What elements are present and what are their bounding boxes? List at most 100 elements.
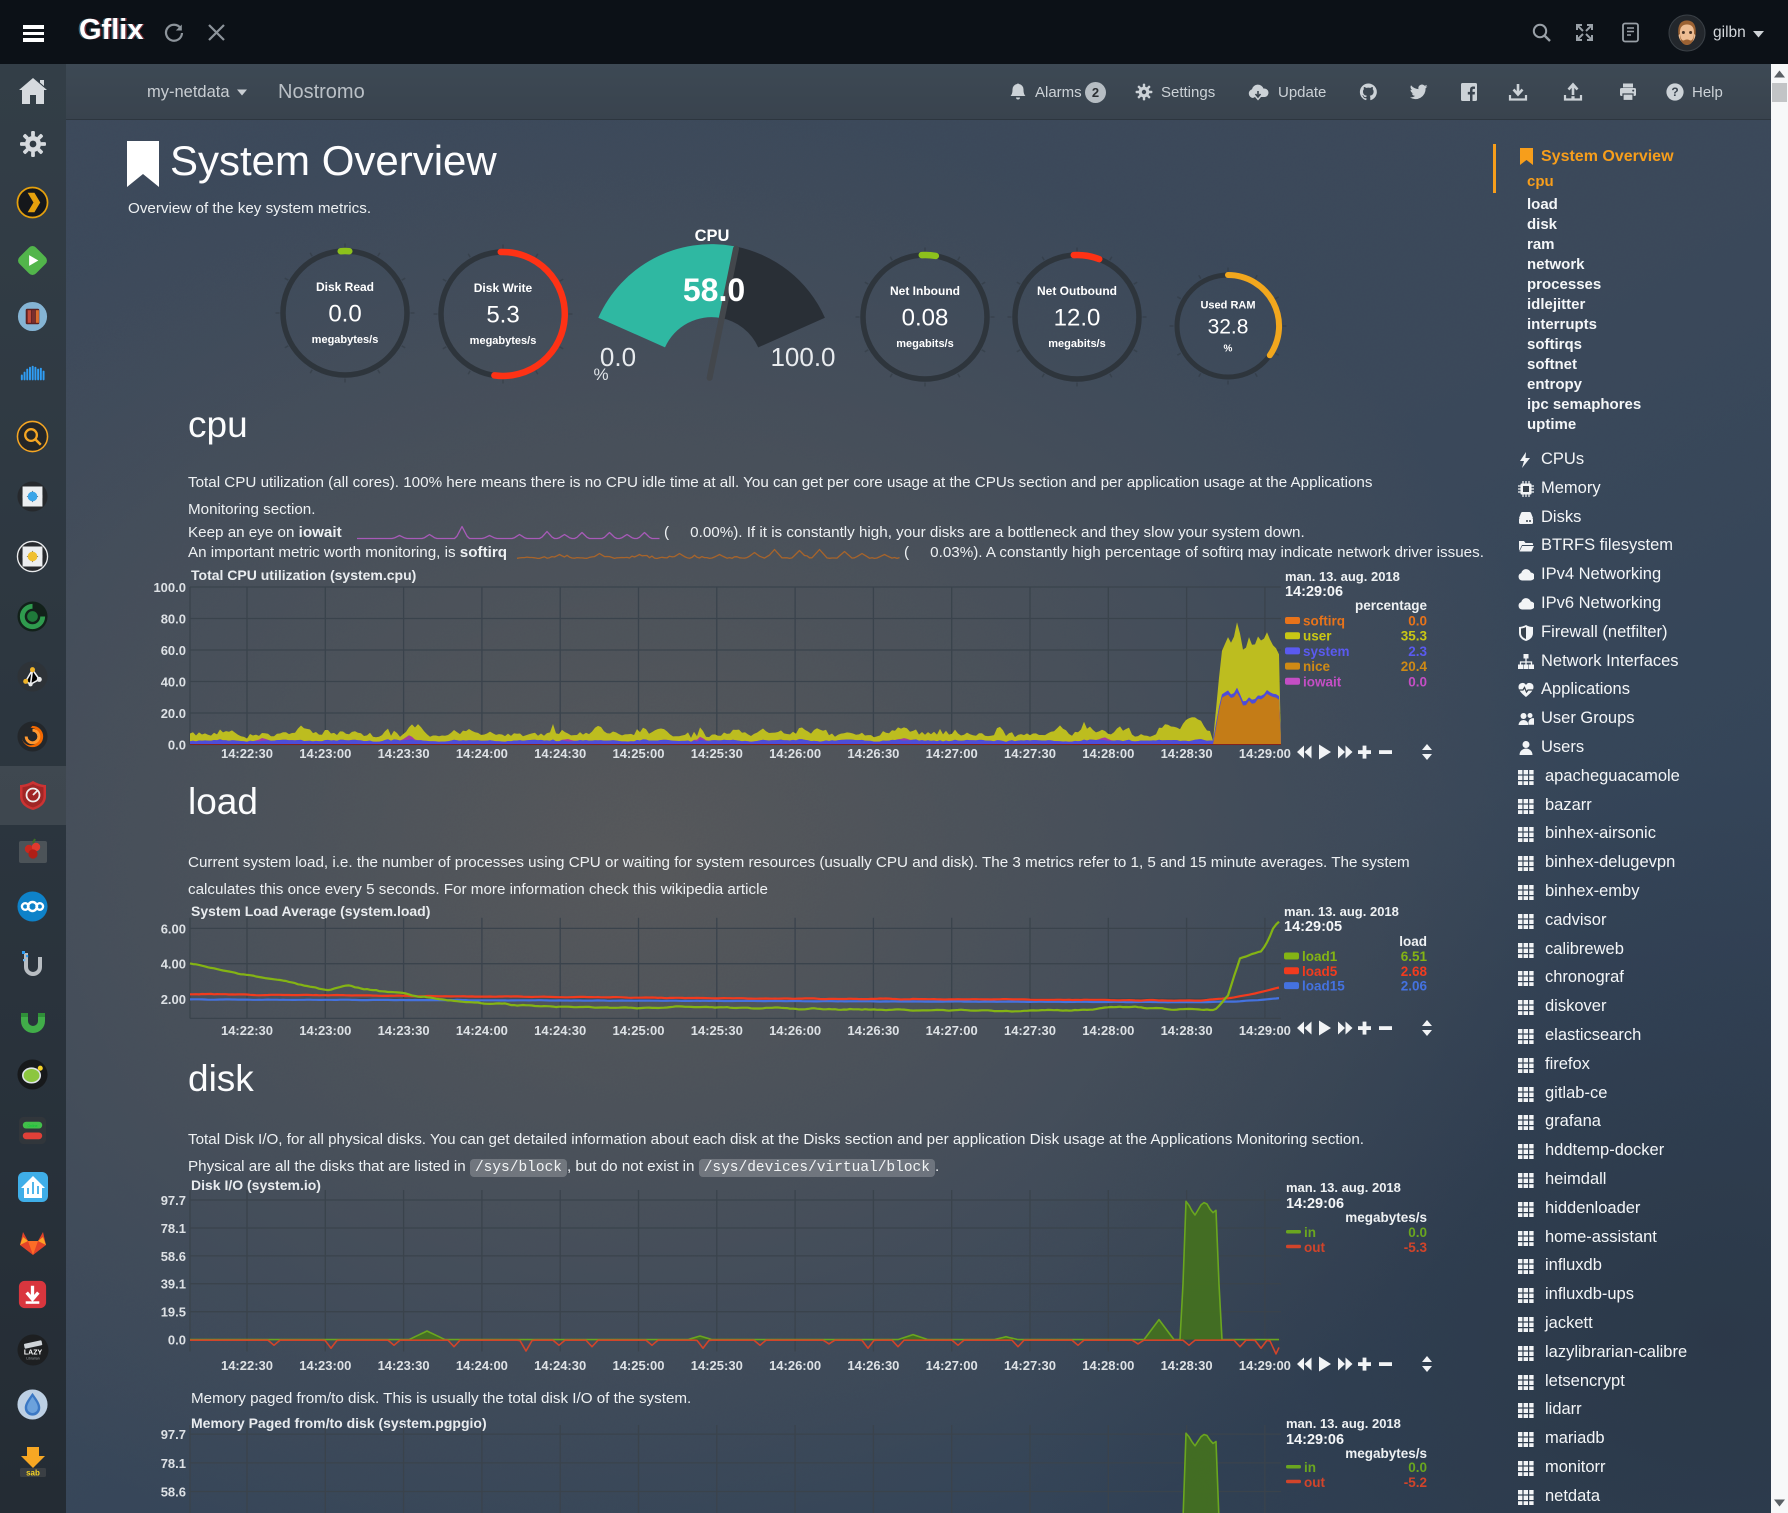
svg-text:14:26:30: 14:26:30: [847, 1023, 899, 1038]
svg-text:14:28:00: 14:28:00: [1082, 1358, 1134, 1373]
svg-text:14:24:30: 14:24:30: [534, 1358, 586, 1373]
svg-text:14:25:30: 14:25:30: [691, 1023, 743, 1038]
svg-text:-5.2: -5.2: [1404, 1475, 1427, 1490]
svg-text:man. 13. aug. 2018: man. 13. aug. 2018: [1286, 1180, 1401, 1195]
svg-text:14:29:05: 14:29:05: [1284, 919, 1342, 935]
svg-text:Online: Online: [27, 1124, 37, 1128]
svg-text:2.68: 2.68: [1401, 964, 1428, 979]
svg-text:man. 13. aug. 2018: man. 13. aug. 2018: [1286, 1416, 1401, 1431]
svg-text:14:27:30: 14:27:30: [1004, 746, 1056, 761]
svg-text:System Load Average (system.lo: System Load Average (system.load): [191, 903, 430, 919]
svg-text:Total CPU utilization (system.: Total CPU utilization (system.cpu): [191, 567, 416, 583]
svg-text:14:29:00: 14:29:00: [1239, 746, 1291, 761]
svg-text:14:22:30: 14:22:30: [221, 1358, 273, 1373]
svg-text:0.0: 0.0: [328, 301, 361, 328]
svg-text:LAZY: LAZY: [24, 1350, 43, 1357]
svg-text:78.1: 78.1: [161, 1456, 186, 1471]
svg-text:in: in: [1304, 1225, 1316, 1240]
svg-text:14:25:30: 14:25:30: [691, 746, 743, 761]
svg-text:softirq: softirq: [1303, 614, 1345, 629]
svg-text:CPU: CPU: [695, 227, 730, 245]
svg-text:out: out: [1304, 1240, 1325, 1255]
svg-text:?: ?: [1671, 85, 1678, 99]
svg-text:load: load: [1399, 934, 1427, 949]
svg-text:14:25:00: 14:25:00: [612, 1023, 664, 1038]
svg-text:14:26:00: 14:26:00: [769, 1023, 821, 1038]
svg-text:sab: sab: [26, 1469, 40, 1478]
svg-text:iowait: iowait: [1303, 674, 1342, 689]
svg-text:nice: nice: [1303, 659, 1331, 674]
svg-text:14:27:30: 14:27:30: [1004, 1023, 1056, 1038]
svg-text:12.0: 12.0: [1054, 305, 1101, 332]
svg-text:2.3: 2.3: [1408, 644, 1427, 659]
svg-text:Disk I/O (system.io): Disk I/O (system.io): [191, 1177, 321, 1193]
svg-text:0.08: 0.08: [902, 305, 949, 332]
svg-text:60.0: 60.0: [161, 643, 186, 658]
svg-text:14:27:00: 14:27:00: [926, 1358, 978, 1373]
svg-text:0.0: 0.0: [168, 738, 186, 753]
svg-text:14:25:00: 14:25:00: [612, 746, 664, 761]
svg-text:0.0: 0.0: [1408, 1460, 1427, 1475]
svg-text:-5.3: -5.3: [1404, 1240, 1428, 1255]
svg-text:14:29:00: 14:29:00: [1239, 1358, 1291, 1373]
svg-text:load15: load15: [1302, 979, 1345, 994]
svg-text:14:24:00: 14:24:00: [456, 1358, 508, 1373]
svg-text:Disk Read: Disk Read: [316, 280, 374, 294]
svg-text:megabytes/s: megabytes/s: [1345, 1210, 1427, 1225]
svg-text:14:23:30: 14:23:30: [378, 1023, 430, 1038]
svg-text:megabytes/s: megabytes/s: [1345, 1446, 1427, 1461]
svg-text:14:27:00: 14:27:00: [926, 1023, 978, 1038]
svg-text:6.00: 6.00: [161, 921, 186, 936]
svg-text:14:23:30: 14:23:30: [378, 746, 430, 761]
svg-text:14:24:30: 14:24:30: [534, 1023, 586, 1038]
svg-text:14:22:30: 14:22:30: [221, 746, 273, 761]
svg-text:Net Inbound: Net Inbound: [890, 284, 960, 298]
svg-text:6.51: 6.51: [1401, 949, 1428, 964]
svg-text:14:27:00: 14:27:00: [926, 746, 978, 761]
svg-text:80.0: 80.0: [161, 612, 186, 627]
svg-text:14:23:00: 14:23:00: [299, 1023, 351, 1038]
svg-text:megabits/s: megabits/s: [1048, 338, 1105, 350]
svg-text:14:28:00: 14:28:00: [1082, 1023, 1134, 1038]
svg-text:19.5: 19.5: [161, 1305, 186, 1320]
svg-text:out: out: [1304, 1475, 1325, 1490]
svg-text:35.3: 35.3: [1401, 629, 1428, 644]
svg-text:percentage: percentage: [1355, 598, 1428, 613]
svg-text:0.0: 0.0: [168, 1333, 186, 1348]
svg-text:megabits/s: megabits/s: [896, 338, 953, 350]
svg-text:14:22:30: 14:22:30: [221, 1023, 273, 1038]
svg-text:%: %: [1224, 343, 1233, 354]
svg-text:20.4: 20.4: [1401, 659, 1428, 674]
svg-text:14:29:00: 14:29:00: [1239, 1023, 1291, 1038]
svg-text:40.0: 40.0: [161, 675, 186, 690]
svg-text:load5: load5: [1302, 964, 1338, 979]
svg-text:14:26:00: 14:26:00: [769, 746, 821, 761]
svg-text:0.0: 0.0: [600, 342, 636, 372]
svg-text:14:25:00: 14:25:00: [612, 1358, 664, 1373]
svg-text:78.1: 78.1: [161, 1221, 186, 1236]
svg-text:14:23:30: 14:23:30: [378, 1358, 430, 1373]
svg-text:14:23:00: 14:23:00: [299, 746, 351, 761]
svg-text:14:24:30: 14:24:30: [534, 746, 586, 761]
svg-text:in: in: [1304, 1460, 1316, 1475]
svg-text:2.06: 2.06: [1401, 979, 1428, 994]
svg-text:5.3: 5.3: [486, 302, 519, 329]
svg-text:0.0: 0.0: [1408, 674, 1427, 689]
svg-text:14:28:30: 14:28:30: [1161, 746, 1213, 761]
svg-text:user: user: [1303, 629, 1332, 644]
svg-text:32.8: 32.8: [1208, 316, 1249, 339]
svg-text:man. 13. aug. 2018: man. 13. aug. 2018: [1284, 904, 1399, 919]
svg-text:100.0: 100.0: [153, 580, 186, 595]
svg-text:14:24:00: 14:24:00: [456, 746, 508, 761]
svg-text:39.1: 39.1: [161, 1277, 186, 1292]
svg-text:14:29:06: 14:29:06: [1285, 584, 1343, 600]
svg-text:Net Outbound: Net Outbound: [1037, 284, 1117, 298]
svg-text:14:28:30: 14:28:30: [1161, 1358, 1213, 1373]
svg-text:2.00: 2.00: [161, 992, 186, 1007]
svg-text:Disk Write: Disk Write: [474, 281, 533, 295]
svg-text:14:26:30: 14:26:30: [847, 746, 899, 761]
svg-text:14:28:30: 14:28:30: [1161, 1023, 1213, 1038]
svg-text:14:23:00: 14:23:00: [299, 1358, 351, 1373]
svg-text:load1: load1: [1302, 949, 1338, 964]
svg-text:man. 13. aug. 2018: man. 13. aug. 2018: [1285, 569, 1400, 584]
